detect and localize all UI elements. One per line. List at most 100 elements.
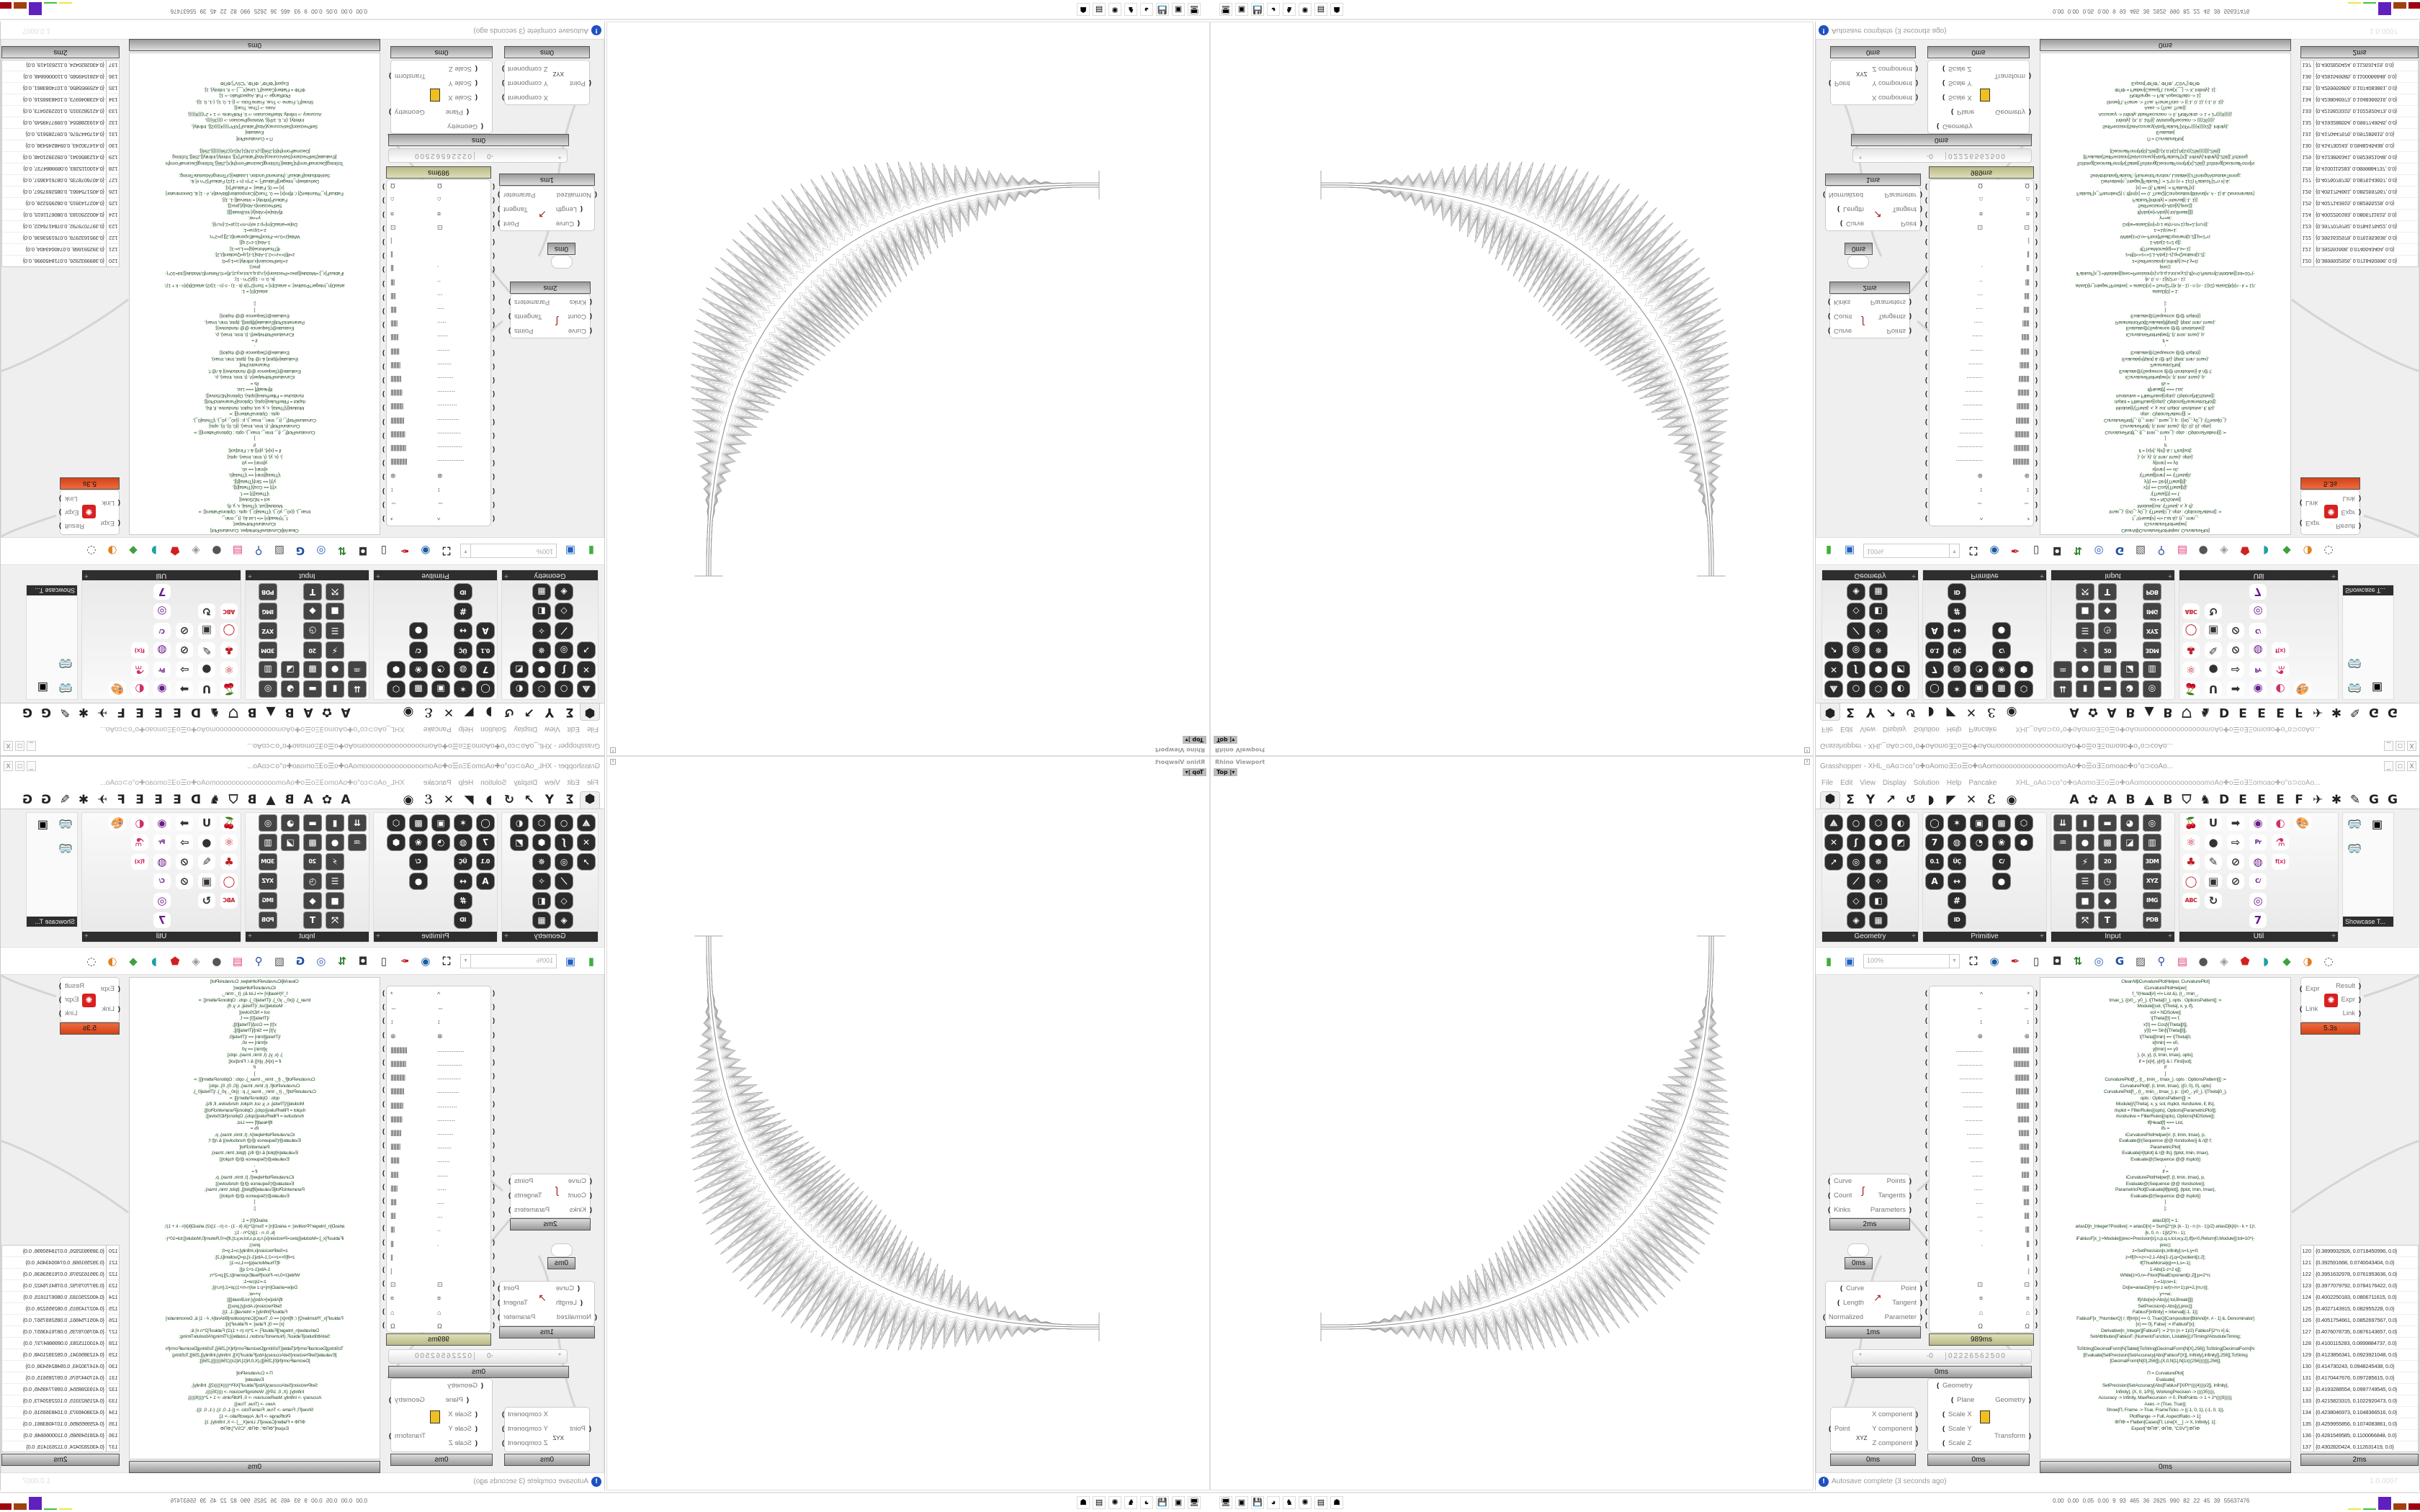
- glyph-row[interactable]: ⊡ ⊡(): [1925, 220, 2038, 234]
- dotted-circle-icon[interactable]: ◌: [86, 954, 97, 968]
- data-row[interactable]: 127 {0.4076078735, 0.0876143657, 0.0}: [2, 1326, 119, 1338]
- showcase-icon[interactable]: 🥽: [2347, 843, 2362, 855]
- wolf-icon[interactable]: ♞: [1283, 1496, 1296, 1509]
- component-icon[interactable]: ⚛: [2182, 662, 2200, 678]
- output-port[interactable]: ): [382, 1030, 385, 1038]
- glyph-row[interactable]: .... ||||||(): [382, 1195, 495, 1209]
- component-icon[interactable]: ◧: [1870, 893, 1887, 909]
- glyph-row[interactable]: ......... |||||||||||(): [382, 1126, 495, 1140]
- component-icon[interactable]: 3DM: [2143, 642, 2161, 658]
- component-icon[interactable]: ●: [326, 662, 344, 678]
- glyph-row[interactable]: |(): [382, 1264, 495, 1278]
- deconstruct-point-component[interactable]: Point X component Y component Z componen…: [1830, 60, 1916, 105]
- input-port[interactable]: Kinks: [1828, 1206, 1850, 1214]
- input-port[interactable]: (: [1925, 1030, 1927, 1038]
- monitor-icon[interactable]: 🖥: [1188, 1496, 1201, 1509]
- glyph-list-component[interactable]: ^ *() ⇔ ⇔() ↕ ↕() ⊗ ⊗()............... |||||||||…: [382, 179, 495, 526]
- component-icon[interactable]: ◷: [304, 873, 321, 889]
- input-port[interactable]: Scale Z: [1942, 1439, 1971, 1447]
- component-icon[interactable]: ◐: [1892, 681, 1909, 697]
- output-port[interactable]: ): [2035, 1003, 2038, 1011]
- component-icon[interactable]: ●: [2076, 662, 2094, 678]
- tab-icon[interactable]: A: [303, 793, 313, 807]
- output-port[interactable]: Result: [65, 982, 84, 990]
- tab-icon[interactable]: ✱: [2331, 705, 2342, 719]
- glyph-row[interactable]: ⌂ ⌂(): [1925, 1306, 2038, 1320]
- component-icon[interactable]: ◧: [533, 603, 550, 619]
- tab-icon[interactable]: ↺: [503, 793, 515, 807]
- tab-icon[interactable]: ✱: [78, 705, 89, 719]
- menu-file[interactable]: File: [1821, 779, 1834, 787]
- component-icon[interactable]: ◯: [2182, 623, 2200, 639]
- glyph-row[interactable]: ............... |||||||||||||||||(): [382, 455, 495, 469]
- panel-label-bar[interactable]: Geometry +: [502, 932, 598, 942]
- menu-file[interactable]: File: [586, 779, 599, 787]
- component-icon[interactable]: ▣: [198, 623, 215, 639]
- maximize-button[interactable]: □: [15, 741, 24, 751]
- component-icon[interactable]: ⬡: [2015, 815, 2033, 831]
- glyph-row[interactable]: ⊡ ⊡(): [1925, 1278, 2038, 1292]
- notepad-icon[interactable]: ▤: [1093, 3, 1106, 16]
- input-port[interactable]: (: [1925, 1197, 1927, 1204]
- glyph-row[interactable]: ..... |||||||(): [1925, 1182, 2038, 1195]
- tab-icon[interactable]: ↺: [1905, 705, 1917, 719]
- tab-icon[interactable]: E: [173, 793, 182, 807]
- cat-icon[interactable]: ☗: [1077, 1496, 1090, 1509]
- glyph-row[interactable]: ... |||||(): [382, 1209, 495, 1223]
- component-icon[interactable]: ●: [2205, 834, 2222, 850]
- component-icon[interactable]: C/: [153, 623, 171, 639]
- menu-display[interactable]: Display: [1882, 725, 1906, 733]
- input-port[interactable]: Plane: [1957, 108, 1974, 116]
- component-icon[interactable]: ⚛: [220, 662, 238, 678]
- save-icon[interactable]: ▣: [1844, 954, 1855, 968]
- component-icon[interactable]: ↔: [454, 623, 472, 639]
- component-icon[interactable]: ✧: [1870, 873, 1887, 889]
- tab-icon[interactable]: G: [2369, 705, 2379, 719]
- glyph-row[interactable]: Ω Ω(): [1925, 1320, 2038, 1333]
- input-port[interactable]: Point: [1834, 79, 1850, 87]
- input-port[interactable]: (: [493, 1320, 495, 1328]
- data-row[interactable]: 137 {0.4302820424, 0.112631419, 0.0}: [2, 1441, 119, 1452]
- gh-canvas[interactable]: ClearAll[iCurvaturePlotHelper, Curvature…: [1816, 974, 2420, 1473]
- component-icon[interactable]: ▩: [304, 834, 321, 850]
- component-icon[interactable]: ✧: [533, 873, 550, 889]
- component-icon[interactable]: ◎: [153, 893, 171, 909]
- component-icon[interactable]: ◉: [153, 815, 171, 831]
- input-port[interactable]: (: [493, 487, 495, 495]
- expand-icon[interactable]: +: [2331, 932, 2336, 940]
- output-port[interactable]: ): [2035, 1210, 2038, 1218]
- glyph-row[interactable]: .......... ||||||||||||(): [1925, 386, 2038, 400]
- component-icon[interactable]: ◎: [2249, 603, 2267, 619]
- component-icon[interactable]: XYZ: [2143, 873, 2161, 889]
- glyph-row[interactable]: ...... ||||||||(): [382, 1168, 495, 1182]
- tab-icon[interactable]: B: [2125, 705, 2136, 719]
- input-port[interactable]: Normalized: [1829, 191, 1863, 199]
- output-port[interactable]: ): [382, 474, 385, 482]
- output-port[interactable]: ): [382, 322, 385, 330]
- input-port[interactable]: Scale Z: [449, 65, 472, 73]
- component-icon[interactable]: ⊘: [2227, 873, 2244, 889]
- package-icon[interactable]: ▤: [2177, 954, 2188, 968]
- expand-icon[interactable]: +: [248, 572, 252, 580]
- output-port[interactable]: Geometry: [1995, 1396, 2030, 1404]
- input-port[interactable]: Plane: [446, 108, 463, 116]
- component-icon[interactable]: ⬢: [387, 834, 405, 850]
- glyph-row[interactable]: .............. ||||||||||||||||(): [382, 1057, 495, 1071]
- green-shape-icon[interactable]: ◆: [129, 544, 138, 558]
- component-icon[interactable]: ✵: [1870, 854, 1887, 870]
- new-file-icon[interactable]: ▮: [1825, 544, 1832, 558]
- firefox-icon[interactable]: ◕: [1267, 1496, 1280, 1509]
- component-icon[interactable]: ▣: [2205, 873, 2222, 889]
- glyph-row[interactable]: ↕ ↕(): [382, 483, 495, 497]
- input-port[interactable]: (: [493, 1293, 495, 1301]
- panel-label-bar[interactable]: Util +: [82, 932, 241, 942]
- menu-view[interactable]: View: [544, 779, 560, 787]
- output-port[interactable]: ): [382, 501, 385, 509]
- divide-curve-component[interactable]: Curve Count Kinks Points Tangents Parame…: [510, 294, 591, 338]
- tab-icon[interactable]: ⬢: [580, 791, 600, 809]
- glyph-row[interactable]: .... ||||||(): [1925, 1195, 2038, 1209]
- save-icon[interactable]: ▣: [565, 544, 576, 558]
- data-row[interactable]: 124 {0.4002250183, 0.0806711615, 0.0}: [2301, 1292, 2418, 1303]
- zoom-field[interactable]: 100% ▼: [1863, 544, 1960, 559]
- input-port[interactable]: (: [493, 266, 495, 274]
